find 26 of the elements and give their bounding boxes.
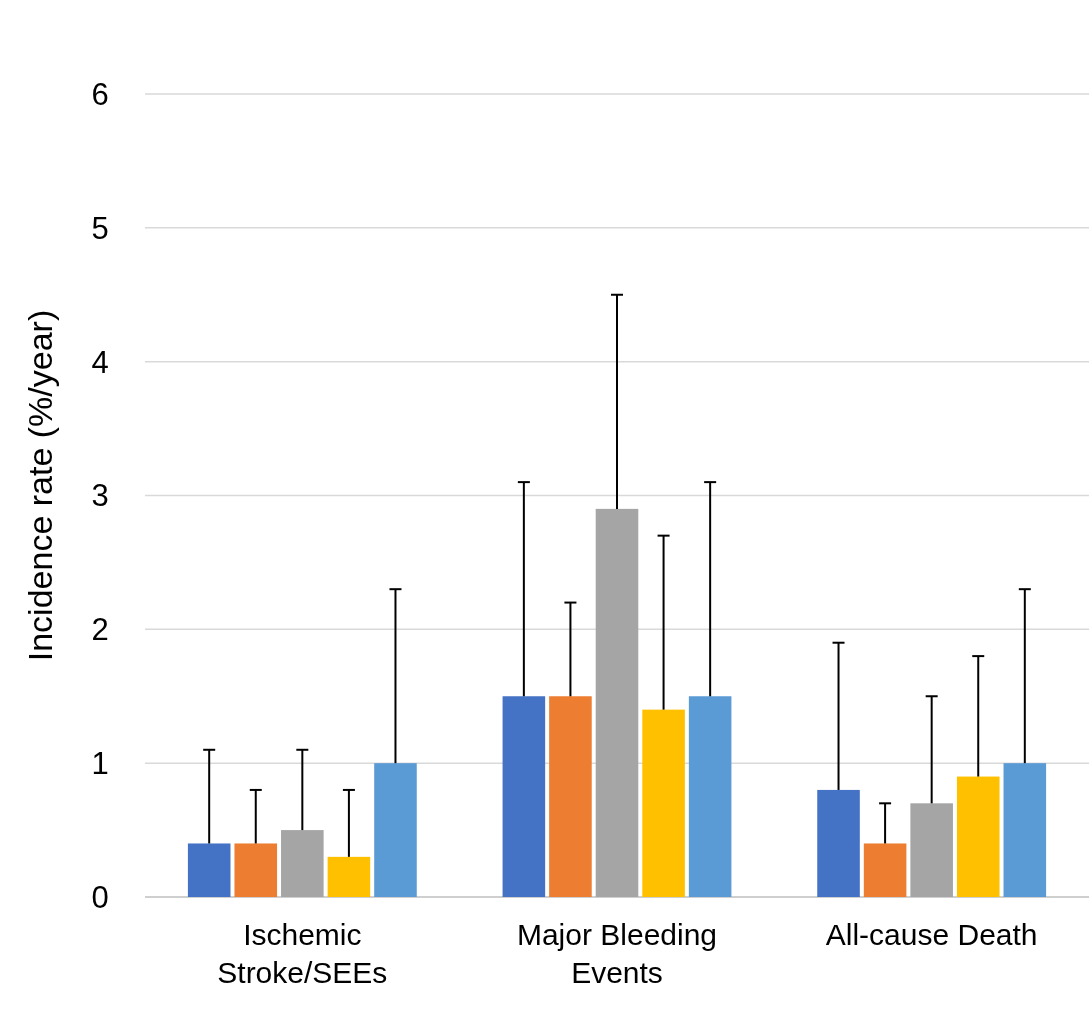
y-tick-label: 5	[91, 210, 109, 246]
bar	[956, 776, 1000, 897]
x-tick-label: Major Bleeding Events	[516, 918, 718, 989]
bar	[642, 709, 685, 897]
bar	[374, 763, 417, 897]
bar	[502, 696, 546, 897]
y-axis-title: Incidence rate (%/year)	[21, 309, 59, 662]
x-tick-label: Ischemic Stroke/SEEs	[217, 918, 388, 989]
x-tick-label: All-cause Death	[825, 918, 1038, 951]
y-tick-label: 0	[91, 879, 109, 915]
bar	[327, 856, 371, 897]
bar	[187, 843, 231, 897]
y-tick-label: 3	[91, 478, 109, 514]
y-tick-label: 1	[91, 746, 109, 782]
bar	[595, 508, 639, 897]
bar	[817, 789, 860, 897]
bar	[234, 843, 278, 897]
y-tick-label: 2	[91, 612, 109, 648]
bar	[549, 696, 592, 897]
bar	[1003, 763, 1047, 897]
bar	[910, 803, 953, 897]
bar	[281, 830, 324, 897]
bar	[863, 843, 907, 897]
bar	[688, 696, 732, 897]
y-tick-label: 6	[91, 76, 109, 112]
y-tick-label: 4	[91, 344, 109, 380]
